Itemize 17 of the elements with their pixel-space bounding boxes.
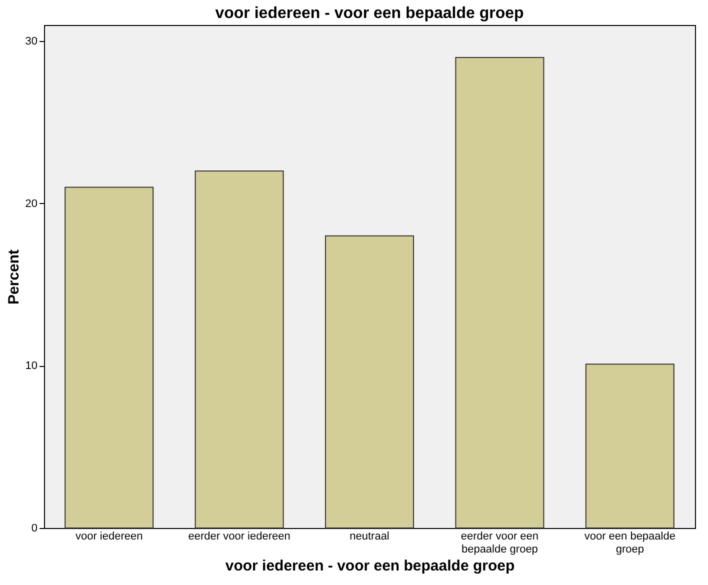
bar (455, 56, 544, 528)
x-tick-label: neutraal (350, 530, 390, 542)
x-tick-label: voor iedereen (75, 530, 143, 542)
bar (64, 186, 154, 528)
bar (325, 235, 414, 528)
y-axis-title: Percent (5, 249, 22, 305)
x-axis-title: voor iedereen - voor een bepaalde groep (225, 558, 515, 574)
chart-title: voor iedereen - voor een bepaalde groep (215, 5, 524, 22)
x-tick-label: eerder voor iedereen (188, 530, 290, 542)
y-tick-label: 0 (31, 522, 38, 534)
y-tick-label: 20 (25, 198, 38, 210)
bar (585, 364, 674, 528)
y-tick-label: 30 (25, 36, 38, 48)
y-tick-label: 10 (25, 360, 38, 372)
bar (194, 170, 284, 528)
x-tick-label: eerder voor een bepaalde groep (460, 530, 539, 556)
x-tick-label: voor een bepaalde groep (584, 530, 676, 556)
